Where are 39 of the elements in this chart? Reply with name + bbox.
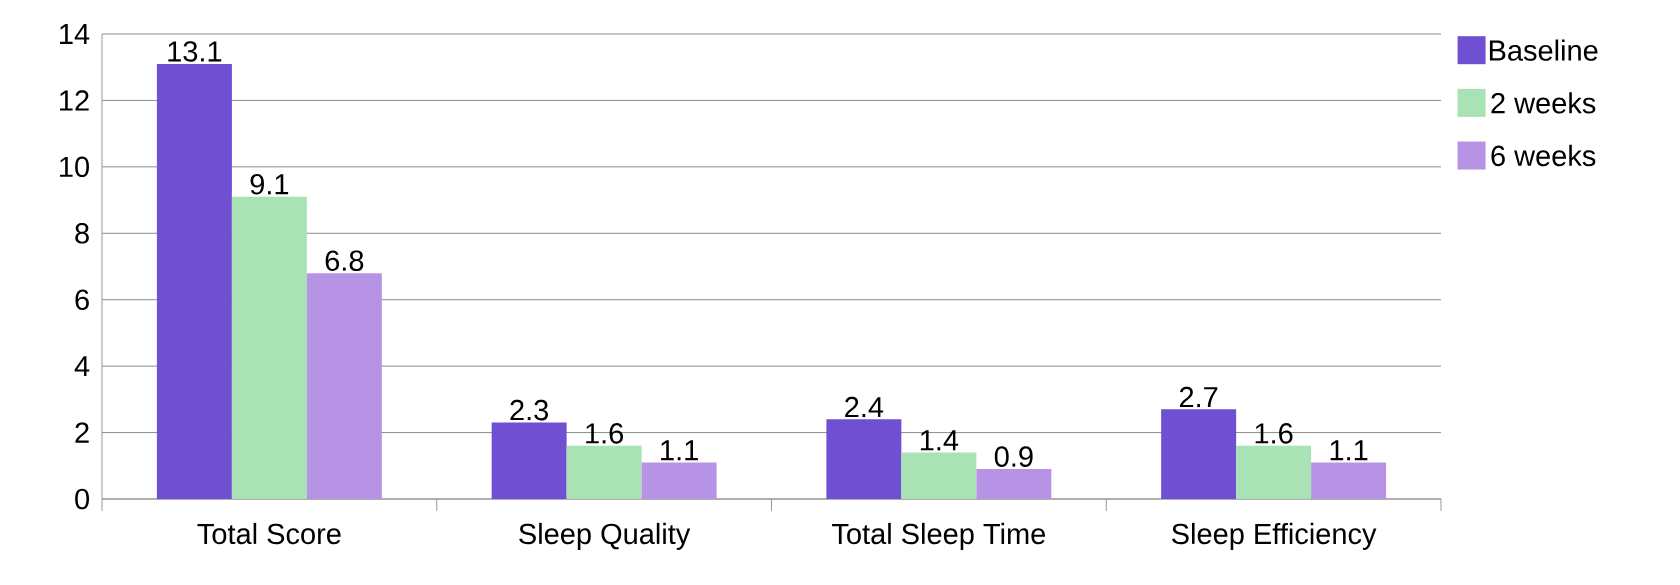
- data-label: 1.6: [1255, 423, 1293, 444]
- y-tick-label: 12: [60, 90, 89, 111]
- bar: [1161, 409, 1237, 499]
- legend-label: 6 weeks: [1491, 144, 1596, 167]
- data-label: 1.1: [661, 440, 698, 461]
- data-label: 1.1: [1330, 440, 1368, 461]
- x-tick-label: Sleep Efficiency: [1172, 522, 1377, 550]
- y-tick-label: 2: [75, 422, 89, 443]
- bar: [1236, 445, 1312, 499]
- data-label: 9.1: [250, 174, 289, 195]
- data-label: 0.9: [994, 446, 1033, 467]
- y-tick-label: 8: [75, 223, 89, 244]
- bar: [976, 469, 1052, 499]
- bar: [491, 422, 567, 499]
- bar: [306, 273, 382, 499]
- bar: [826, 419, 902, 499]
- data-label: 1.6: [586, 423, 624, 444]
- legend-label: 2 weeks: [1491, 92, 1596, 114]
- bar: [566, 445, 642, 499]
- bar: [231, 196, 307, 499]
- bar: [1311, 462, 1387, 499]
- data-label: 2.4: [845, 396, 884, 418]
- y-tick-label: 0: [75, 488, 90, 510]
- data-label: 2.7: [1179, 386, 1218, 408]
- data-label: 2.3: [510, 399, 549, 421]
- x-tick-label: Sleep Quality: [519, 522, 691, 550]
- y-tick-label: 10: [60, 156, 89, 178]
- x-tick-label: Total Score: [197, 522, 341, 545]
- data-label: 1.4: [920, 430, 959, 451]
- bar: [901, 452, 977, 499]
- data-label: 6.8: [325, 250, 364, 271]
- legend-label: Baseline: [1489, 39, 1598, 61]
- y-tick-label: 14: [60, 24, 90, 44]
- y-tick-label: 4: [74, 356, 90, 377]
- data-label: 13.1: [168, 41, 222, 62]
- x-tick-label: Total Sleep Time: [832, 522, 1046, 550]
- y-tick-label: 6: [75, 289, 89, 310]
- bar: [641, 462, 717, 499]
- bar: [156, 63, 232, 499]
